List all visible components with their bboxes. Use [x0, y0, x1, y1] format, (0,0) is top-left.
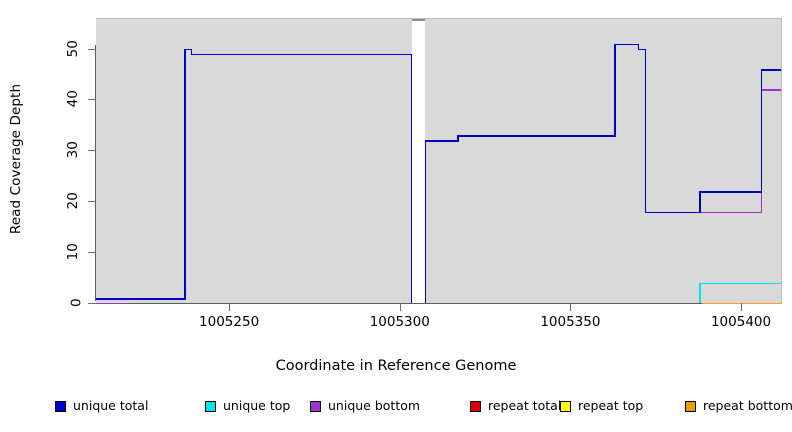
x-axis-line: [130, 303, 702, 304]
series-segment: [760, 69, 763, 193]
series-segment: [700, 282, 782, 285]
series-segment: [190, 48, 193, 56]
x-axis-title: Coordinate in Reference Genome: [0, 358, 792, 374]
y-tick-mark: [88, 150, 96, 152]
legend-swatch-icon: [310, 400, 321, 412]
y-tick-mark: [88, 303, 96, 304]
legend-swatch-icon: [470, 400, 481, 412]
y-tick-label: 50: [64, 39, 82, 57]
plot-panel: [96, 18, 782, 304]
legend-item-unique-total[interactable]: unique total: [55, 396, 148, 416]
y-axis-line: [95, 45, 96, 301]
series-segment: [613, 43, 616, 137]
legend-label: unique total: [73, 397, 149, 413]
series-segment: [761, 69, 782, 71]
legend-swatch-icon: [685, 400, 696, 412]
legend-item-repeat-top[interactable]: repeat top: [560, 396, 643, 416]
series-segment: [700, 191, 762, 193]
plot-panel-right-edge: [781, 18, 782, 304]
y-axis: 0 10 20 30 40 50: [0, 0, 96, 318]
series-segment: [638, 48, 646, 51]
x-tick-label: 1005300: [369, 314, 430, 330]
y-tick-label: 20: [64, 192, 82, 210]
series-segment: [191, 53, 410, 56]
legend-label: repeat bottom: [703, 397, 792, 413]
legend-swatch-icon: [205, 400, 216, 412]
series-segment: [425, 140, 458, 142]
legend-swatch-icon: [560, 400, 571, 412]
legend-item-repeat-bottom[interactable]: repeat bottom: [685, 396, 792, 416]
y-tick-mark: [88, 99, 96, 101]
series-segment: [409, 53, 412, 56]
data-gap-band: [411, 19, 426, 304]
y-tick-mark: [88, 252, 96, 254]
y-tick-label-text: 30: [64, 141, 81, 159]
x-tick-mark: [399, 303, 401, 311]
series-segment: [761, 89, 782, 92]
y-tick-label: 30: [64, 141, 82, 159]
series-segment: [699, 282, 701, 304]
series-segment: [96, 298, 185, 300]
x-tick-mark: [741, 303, 743, 311]
series-segment: [183, 48, 186, 300]
legend-item-unique-bottom[interactable]: unique bottom: [310, 396, 420, 416]
y-tick-label-text: 50: [64, 39, 81, 57]
series-segment: [456, 135, 459, 142]
x-tick-mark: [229, 303, 231, 311]
x-tick-label: 1005350: [540, 314, 601, 330]
y-tick-label: 10: [64, 243, 82, 261]
data-gap-top-cap: [411, 19, 426, 21]
x-tick-mark: [570, 303, 572, 311]
series-segment: [184, 48, 192, 51]
x-tick-label: 1005250: [199, 314, 260, 330]
legend-item-unique-top[interactable]: unique top: [205, 396, 290, 416]
series-segment: [410, 53, 413, 304]
legend-label: unique bottom: [328, 397, 421, 413]
legend-item-repeat-total[interactable]: repeat total: [470, 396, 561, 416]
y-tick-label-text: 10: [64, 243, 81, 261]
legend: unique total unique top unique bottom repea…: [0, 396, 792, 422]
legend-label: repeat top: [578, 397, 644, 413]
series-segment: [700, 211, 762, 214]
series-segment: [644, 48, 647, 214]
y-tick-mark: [88, 201, 96, 203]
legend-label: repeat total: [488, 397, 562, 413]
series-segment: [699, 191, 701, 214]
series-line-unique-total: [96, 19, 782, 304]
x-tick-label: 1005400: [710, 314, 772, 330]
series-segment: [424, 140, 427, 304]
legend-label: unique top: [223, 397, 291, 413]
x-axis: 1005250 1005300 1005350 1005400: [0, 303, 792, 353]
series-segment: [614, 43, 639, 46]
y-tick-label-text: 20: [64, 192, 81, 210]
y-tick-label: 40: [64, 90, 82, 108]
legend-swatch-icon: [55, 400, 66, 412]
series-segment: [645, 211, 701, 214]
y-tick-mark: [88, 48, 96, 50]
series-segment: [457, 135, 615, 137]
x-axis-title-text: Coordinate in Reference Genome: [275, 358, 517, 374]
y-tick-label-text: 40: [64, 90, 81, 108]
series-segment: [637, 43, 640, 51]
